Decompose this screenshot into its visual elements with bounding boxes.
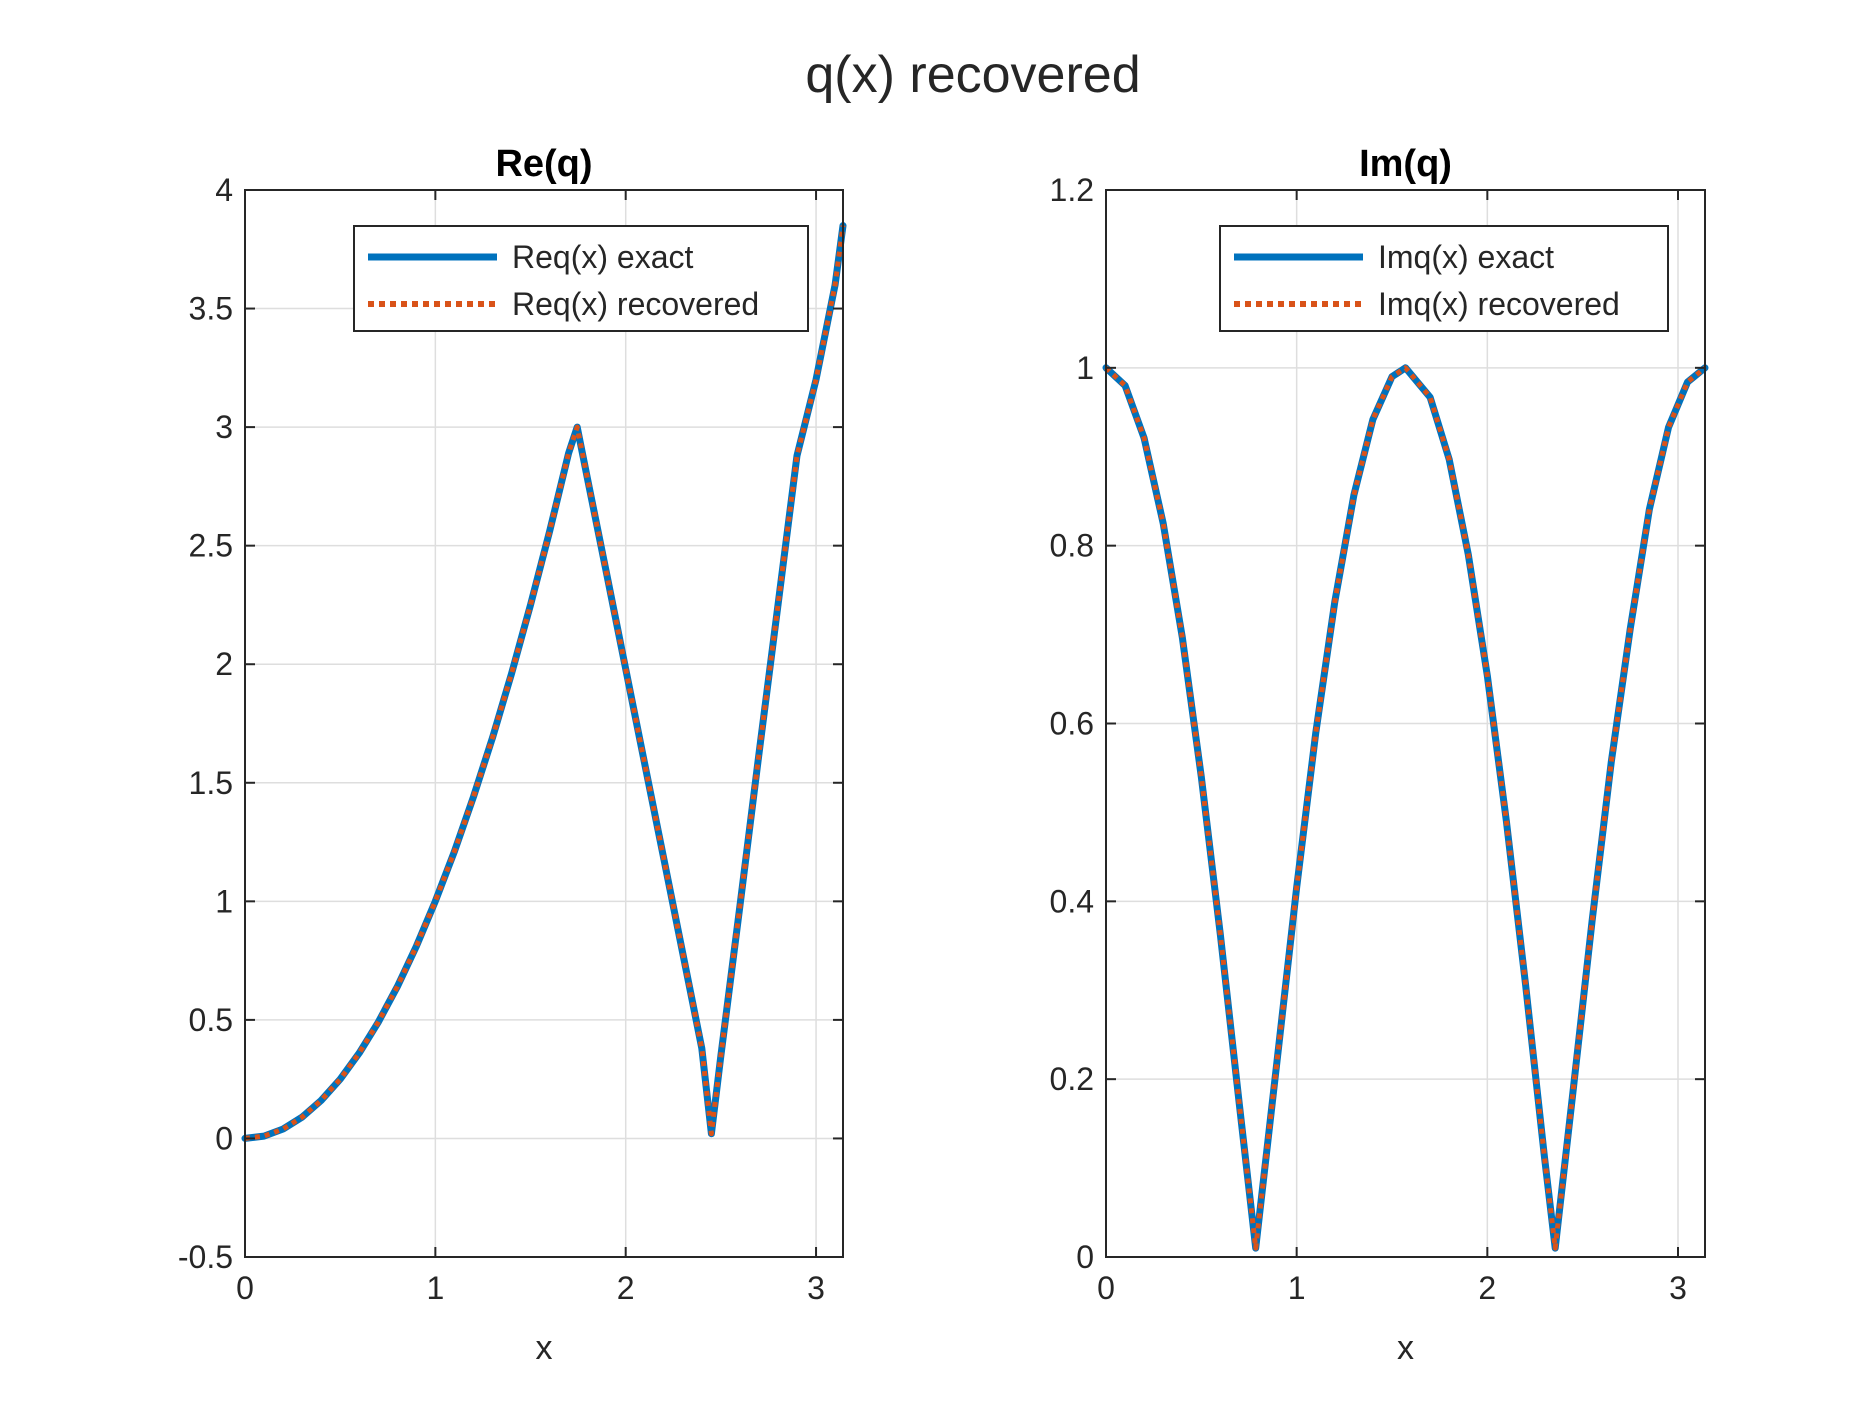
re-x-axis-label: x [536,1329,553,1367]
im-y-tick-label: 0.4 [1050,883,1094,919]
re-y-tick-label: 0.5 [189,1002,233,1038]
im-axes-title: Im(q) [1359,143,1452,185]
re-y-tick-label: 0 [215,1120,233,1156]
re-y-tick-label: 1 [215,883,233,919]
im-series-recovered-line [1104,365,1707,1251]
im-y-tick-label: 1.2 [1050,172,1094,208]
im-y-tick-label: 0.2 [1050,1061,1094,1097]
im-x-tick-label: 2 [1478,1270,1496,1306]
re-y-tick-label: 2.5 [189,528,233,564]
re-legend-exact-label: Req(x) exact [512,239,694,275]
re-x-tick-label: 3 [807,1270,825,1306]
im-x-tick-label: 3 [1669,1270,1687,1306]
re-x-tick-label: 0 [236,1270,254,1306]
im-x-tick-label: 1 [1288,1270,1306,1306]
im-legend-box [1219,225,1669,332]
re-y-tick-label: 2 [215,646,233,682]
im-y-tick-label: 0.6 [1050,706,1094,742]
re-axes-title: Re(q) [495,143,592,185]
im-x-tick-label: 0 [1097,1270,1115,1306]
im-legend: Imq(x) exact Imq(x) recovered [1219,225,1669,332]
re-legend-box [353,225,809,332]
im-x-axis-label: x [1397,1329,1414,1367]
re-legend-recovered-label: Req(x) recovered [512,286,759,322]
re-x-tick-label: 1 [426,1270,444,1306]
im-y-tick-label: 0.8 [1050,528,1094,564]
re-x-tick-label: 2 [617,1270,635,1306]
figure-title: q(x) recovered [805,46,1140,104]
im-y-tick-label: 1 [1076,350,1094,386]
im-legend-exact-label: Imq(x) exact [1378,239,1554,275]
re-axes-frame [244,189,844,1258]
re-series-recovered-line [244,225,846,1141]
re-y-tick-label: 3 [215,409,233,445]
re-legend: Req(x) exact Req(x) recovered [353,225,809,332]
re-plot-area [245,190,843,1257]
im-y-tick-label: 0 [1076,1239,1094,1275]
re-y-tick-label: 4 [215,172,233,208]
re-y-tick-label: 3.5 [189,291,233,327]
re-y-tick-label: -0.5 [178,1239,233,1275]
im-legend-recovered-label: Imq(x) recovered [1378,286,1620,322]
re-y-tick-label: 1.5 [189,765,233,801]
